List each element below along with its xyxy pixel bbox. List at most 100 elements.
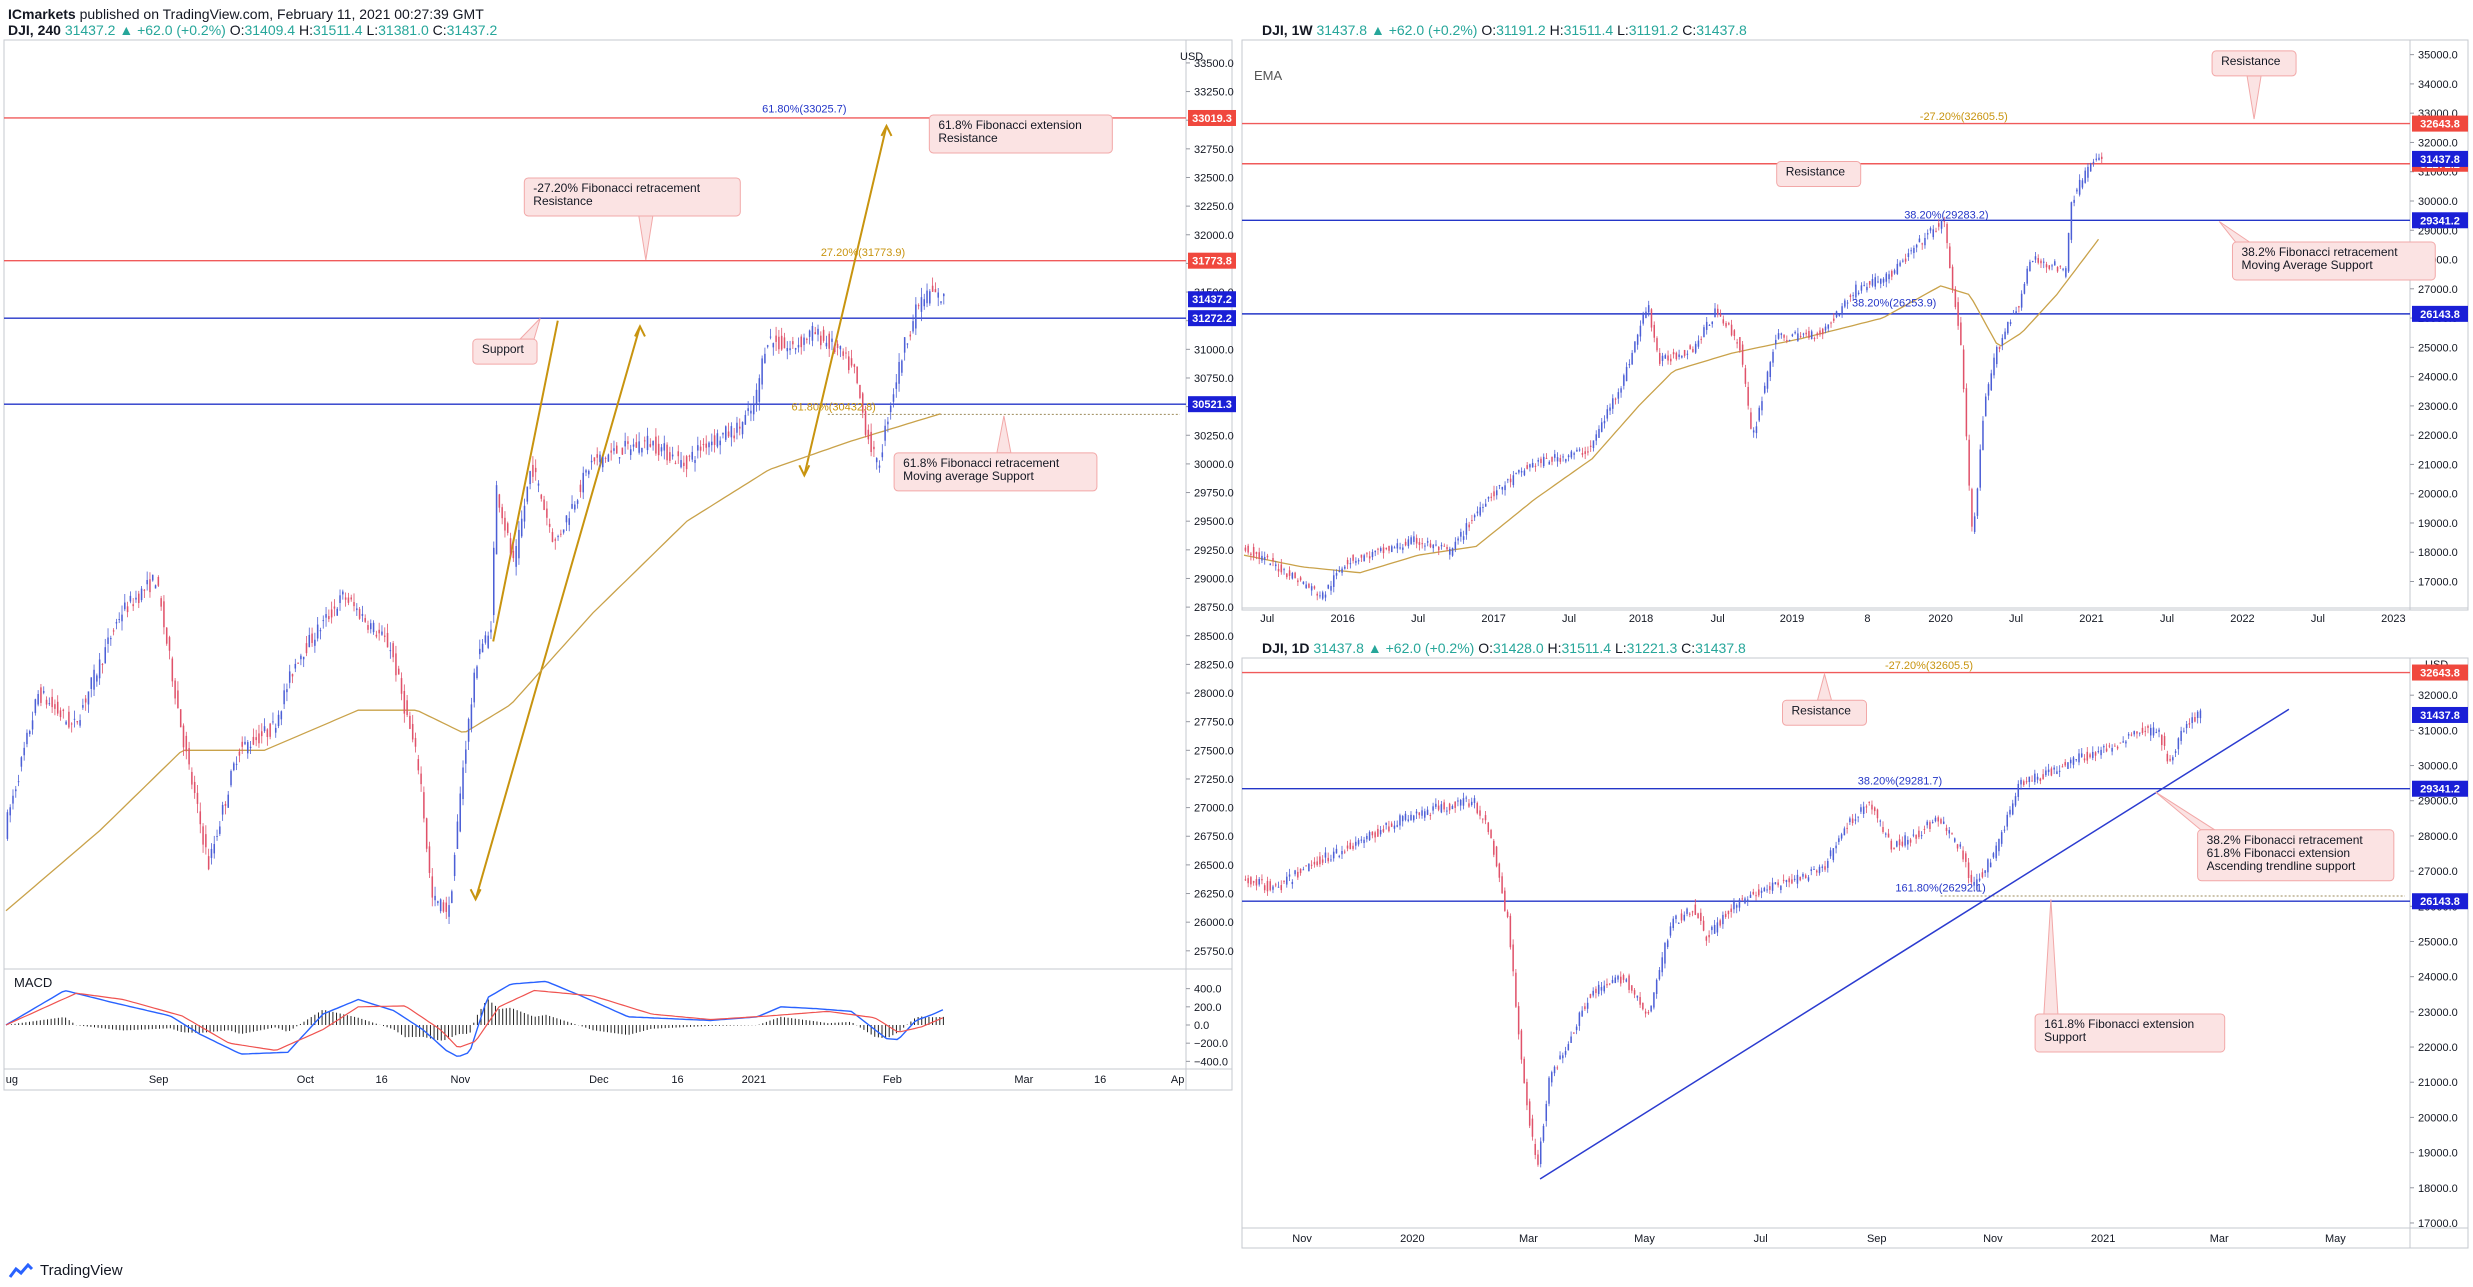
candle-body [1882,827,1884,833]
candle-body [68,711,70,728]
candle-body [1840,834,1843,839]
candle-body [179,709,182,728]
candle-body [884,425,886,441]
candle-body [353,602,355,607]
candle-body [2036,776,2039,780]
fib-line [803,125,888,476]
candle-body [330,609,333,618]
candle-body [1752,891,1755,895]
candle-body [2000,832,2003,844]
candle-body [1401,816,1404,822]
candle-body [470,704,473,729]
candle-body [1887,833,1890,838]
indicator-label: EMA [1254,68,1283,83]
candle-body [1319,856,1321,865]
candle-body [1258,552,1260,559]
symbol[interactable]: DJI, 1D [1262,640,1310,656]
candle-body [1636,995,1639,998]
candle-body [1807,877,1810,881]
candle-body [1775,339,1777,344]
candle-body [853,364,856,367]
candle-body [1833,318,1835,321]
candle-body [2183,730,2185,732]
candle-body [1647,1011,1650,1014]
candle-body [1393,547,1396,549]
low: 31191.2 [1628,22,1679,38]
fib-level-label: -27.20%(32605.5) [1920,111,2008,123]
fib-level-label: -27.20%(32605.5) [1885,660,1973,672]
y-tick-label: 20000.0 [2418,489,2458,501]
candle-body [1468,803,1470,807]
candle-body [1829,850,1832,857]
candle-body [1819,330,1821,335]
candle-body [2034,256,2037,260]
candle-body [2062,268,2064,270]
candle-body [1335,848,1338,854]
candle-body [272,721,274,723]
x-tick-label: Jul [1754,1233,1768,1245]
candle-body [1537,460,1539,462]
candle-body [1490,830,1492,839]
candle-body [101,664,104,666]
candle-body [1565,459,1567,462]
candle-body [520,518,523,537]
candle-body [817,328,819,335]
candle-body [1446,547,1448,550]
candle-body [2194,716,2196,722]
candle-body [1893,847,1895,850]
candle-body [1294,572,1296,579]
candle-body [2069,759,2072,764]
candle-body [1471,519,1473,522]
candle-body [451,891,453,903]
candle-body [168,637,171,651]
candle-body [1719,314,1722,317]
candle-body [579,484,582,492]
level-tag-label: 29341.2 [2420,215,2460,227]
candle-body [671,454,674,457]
candle-body [669,452,671,461]
candle-body [431,876,434,898]
candle-body [1341,568,1343,573]
candle-body [1904,258,1907,262]
fib-level-label: 61.80%(30432.8) [791,401,875,413]
candle-body [1631,985,1633,991]
y-tick-label: 25000.0 [2418,342,2458,354]
tradingview-brand[interactable]: TradingView [8,1262,123,1279]
candle-body [2009,809,2011,815]
candle-body [1744,368,1747,384]
candle-body [1291,572,1294,579]
candle-body [1785,880,1788,882]
candle-body [1490,496,1493,498]
candle-body [185,735,188,752]
candle-body [1733,330,1736,337]
candle-body [1327,584,1330,589]
candle-body [316,624,319,639]
candle-body [1971,489,1973,527]
y-tick-label: 22000.0 [2418,430,2458,442]
candle-body [1269,881,1271,891]
candle-body [202,826,204,845]
candles [1244,708,2202,1168]
candle-body [2042,261,2045,263]
candle-body [1498,485,1501,487]
symbol[interactable]: DJI, 240 [8,22,61,38]
candle-body [1330,859,1332,861]
candle-body [1432,544,1434,549]
candle-body [2188,723,2191,725]
candle-body [509,538,512,554]
y-tick-label: 28000.0 [2418,831,2458,843]
candle-body [1689,913,1691,915]
candle-body [2133,731,2135,735]
candle-body [305,643,308,654]
candle-body [1349,563,1352,565]
candle-body [1275,564,1277,567]
level-tag-label: 31272.2 [2420,159,2460,171]
candle-body [1639,325,1642,337]
publisher-name[interactable]: ICmarkets [8,6,76,22]
symbol[interactable]: DJI, 1W [1262,22,1313,38]
candle-body [93,669,95,690]
candle-body [839,346,842,350]
candle-body [1449,548,1451,555]
candle-body [2023,283,2026,294]
